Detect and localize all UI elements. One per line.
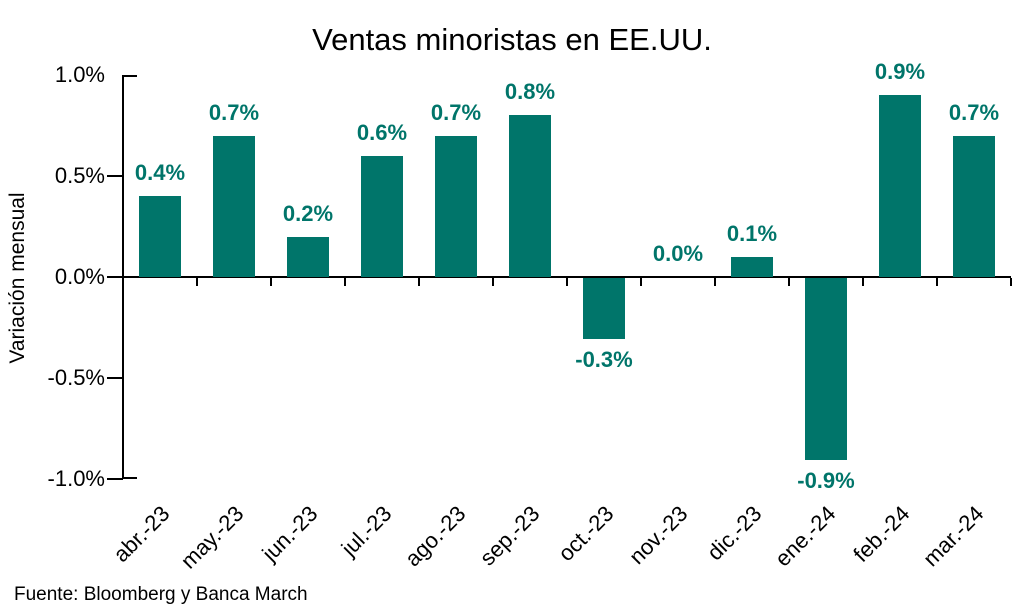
x-axis-tick xyxy=(862,278,864,286)
bar-value-label: 0.2% xyxy=(282,201,334,226)
x-tick-label: jun.-23 xyxy=(257,500,323,567)
x-axis-tick xyxy=(1010,278,1012,286)
bar-value-label: 0.7% xyxy=(948,100,1000,125)
bar xyxy=(213,136,255,277)
bar-value-label: 0.7% xyxy=(208,100,260,125)
x-axis-tick xyxy=(492,278,494,286)
y-tick-label: 0.0% xyxy=(54,264,105,289)
x-axis-tick xyxy=(344,278,346,286)
x-tick-label: sep.-23 xyxy=(474,500,545,571)
x-axis-tick xyxy=(714,278,716,286)
bar-value-label: 0.1% xyxy=(726,221,778,246)
bar-value-label: 0.0% xyxy=(652,241,704,266)
y-tick-label: 0.5% xyxy=(54,163,105,188)
y-tick-label: -0.5% xyxy=(47,365,105,390)
x-tick-label: feb.-24 xyxy=(848,500,915,567)
bar-value-label: -0.9% xyxy=(797,468,855,493)
x-tick-label: dic.-23 xyxy=(702,500,767,566)
source-note: Fuente: Bloomberg y Banca March xyxy=(14,584,308,605)
x-axis-tick xyxy=(640,278,642,286)
bar-value-label: 0.4% xyxy=(134,160,186,185)
bar-value-label: -0.3% xyxy=(575,347,633,372)
bar xyxy=(361,156,403,277)
bar xyxy=(509,115,551,277)
chart-title: Ventas minoristas en EE.UU. xyxy=(312,22,712,57)
x-tick-label: nov.-23 xyxy=(624,500,693,570)
y-axis-tick xyxy=(107,377,123,379)
x-axis-tick xyxy=(936,278,938,286)
x-tick-label: mar.-24 xyxy=(918,500,989,572)
y-axis-bottom-cap xyxy=(123,477,137,479)
x-axis-tick xyxy=(418,278,420,286)
y-axis-tick xyxy=(107,478,123,480)
x-axis-tick xyxy=(566,278,568,286)
bar xyxy=(583,278,625,339)
bar xyxy=(435,136,477,277)
x-tick-label: ago.-23 xyxy=(400,500,471,572)
x-axis-tick xyxy=(196,278,198,286)
x-tick-label: may.-23 xyxy=(175,500,249,574)
y-tick-label: 1.0% xyxy=(54,62,105,87)
bar-value-label: 0.7% xyxy=(430,100,482,125)
bar-value-label: 0.6% xyxy=(356,120,408,145)
bar xyxy=(731,257,773,277)
x-tick-label: oct.-23 xyxy=(553,500,619,567)
bar xyxy=(287,237,329,277)
bar xyxy=(805,278,847,460)
y-tick-label: -1.0% xyxy=(47,466,105,491)
y-axis-top-cap xyxy=(123,75,137,77)
bar-value-label: 0.8% xyxy=(504,79,556,104)
bar xyxy=(139,196,181,277)
x-axis-tick xyxy=(270,278,272,286)
y-axis-tick xyxy=(107,175,123,177)
bar xyxy=(953,136,995,277)
x-axis-tick xyxy=(788,278,790,286)
x-axis-line xyxy=(107,276,1011,278)
bar xyxy=(879,95,921,277)
bar-value-label: 0.9% xyxy=(874,59,926,84)
x-tick-label: ene.-24 xyxy=(770,500,841,572)
x-tick-label: abr.-23 xyxy=(108,500,175,567)
x-tick-label: jul.-23 xyxy=(336,500,397,561)
